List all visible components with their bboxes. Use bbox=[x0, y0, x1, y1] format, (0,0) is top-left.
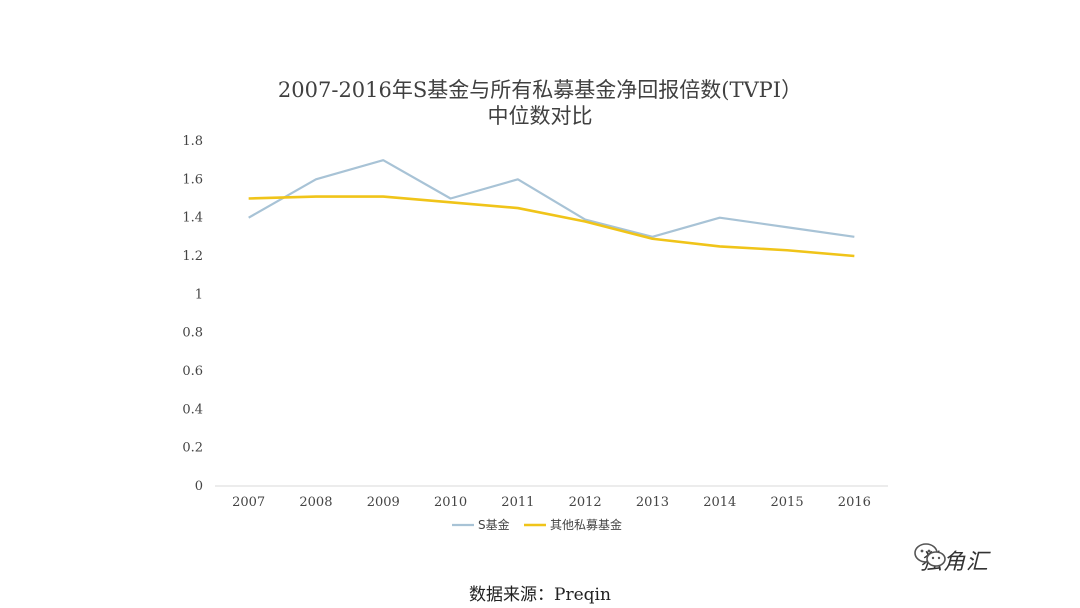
y-tick-label: 0.8 bbox=[182, 326, 203, 341]
data-source-note: 数据来源：Preqin bbox=[469, 585, 611, 605]
x-tick-label: 2008 bbox=[299, 495, 332, 510]
y-tick-label: 1.6 bbox=[182, 172, 203, 187]
x-tick-label: 2014 bbox=[703, 495, 736, 510]
watermark: 独角汇 bbox=[912, 540, 989, 580]
x-tick-label: 2010 bbox=[434, 495, 467, 510]
legend-label: S基金 bbox=[478, 517, 510, 532]
y-tick-label: 1.8 bbox=[182, 134, 203, 149]
y-tick-label: 1.2 bbox=[182, 249, 203, 264]
y-tick-label: 0.6 bbox=[182, 364, 203, 379]
chart-title: 2007-2016年S基金与所有私募基金净回报倍数(TVPI） bbox=[277, 78, 803, 102]
series-line-2 bbox=[248, 195, 855, 258]
x-tick-label: 2007 bbox=[232, 495, 265, 510]
x-tick-label: 2011 bbox=[501, 495, 534, 510]
x-tick-label: 2009 bbox=[367, 495, 400, 510]
series-line-1 bbox=[248, 159, 855, 238]
y-tick-label: 1.4 bbox=[182, 211, 203, 226]
y-tick-label: 1 bbox=[195, 287, 203, 302]
y-tick-label: 0.2 bbox=[182, 441, 203, 456]
wechat-icon bbox=[914, 543, 946, 567]
y-tick-label: 0 bbox=[195, 479, 203, 494]
x-tick-label: 2015 bbox=[771, 495, 804, 510]
x-tick-label: 2016 bbox=[838, 495, 871, 510]
x-tick-label: 2013 bbox=[636, 495, 669, 510]
chart-subtitle: 中位数对比 bbox=[487, 104, 593, 128]
x-tick-label: 2012 bbox=[569, 495, 602, 510]
legend-label: 其他私募基金 bbox=[550, 517, 622, 532]
y-tick-label: 0.4 bbox=[182, 402, 203, 417]
